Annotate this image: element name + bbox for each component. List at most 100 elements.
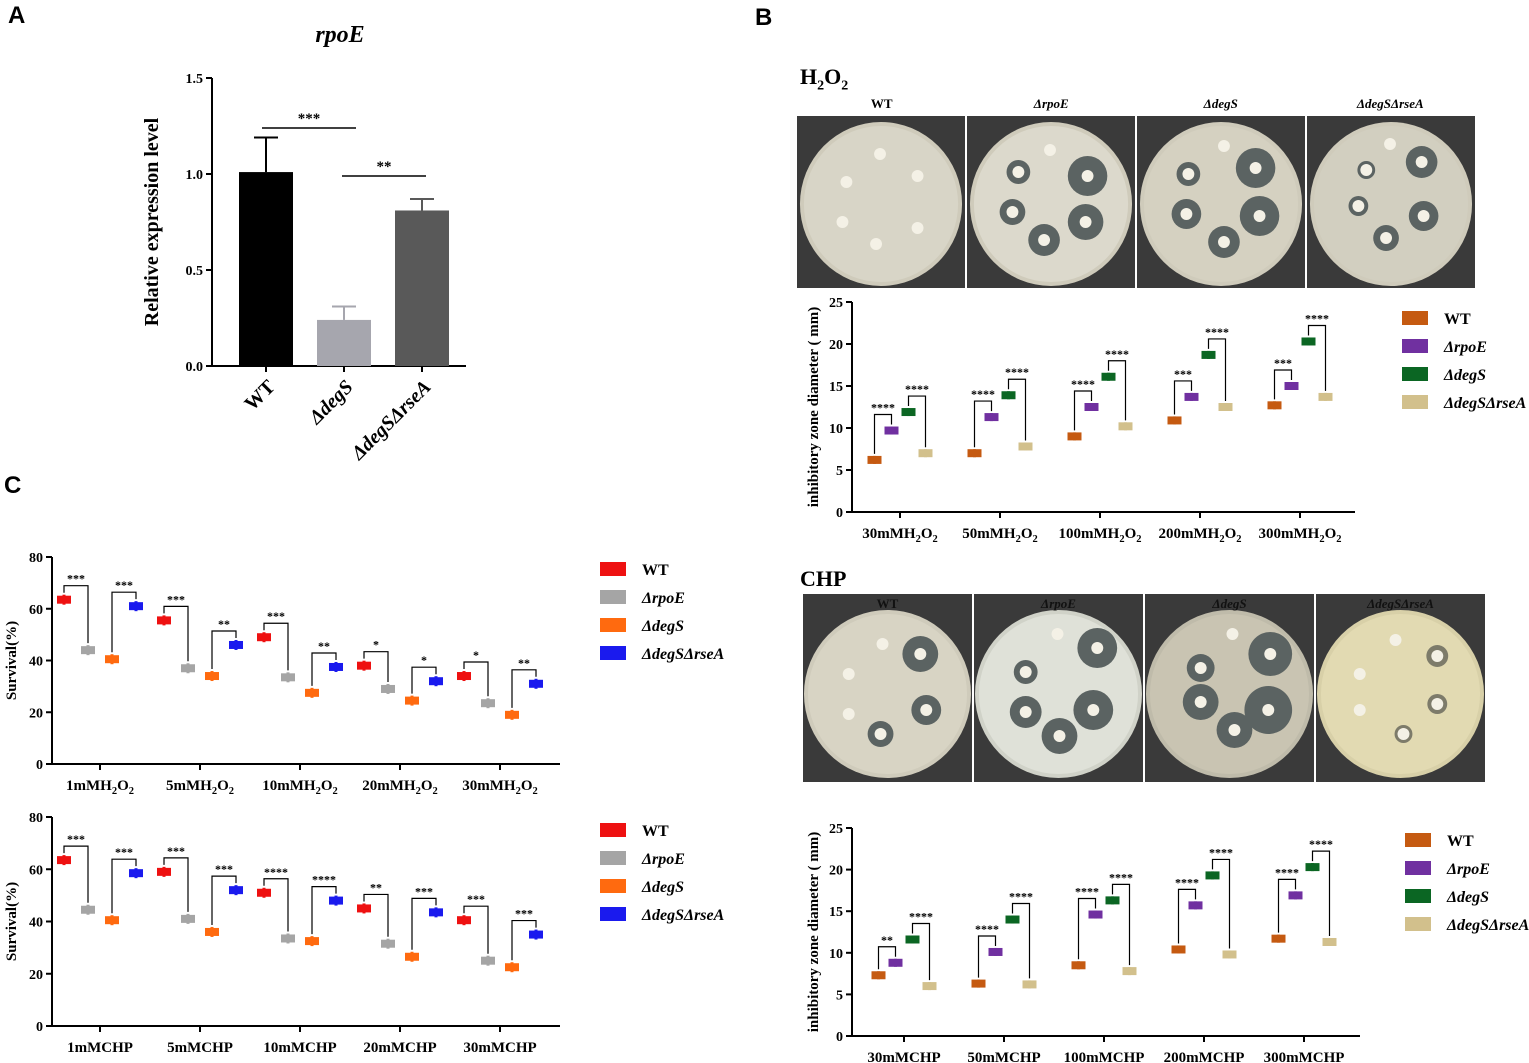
B_CHP-point	[1322, 937, 1337, 946]
C_H2O2-y-tick-label: 20	[29, 706, 43, 721]
B_CHP-x-label: 50mMCHP	[967, 1050, 1040, 1063]
C_H2O2-point	[457, 672, 471, 681]
B_H2O2-point	[884, 426, 899, 435]
B_H2O2-sig-bracket	[1307, 324, 1327, 391]
C_CHP-sig-bracket	[511, 919, 537, 961]
B_CHP-sig-label: ****	[1109, 870, 1133, 884]
B_CHP-sig-bracket	[1077, 897, 1097, 960]
B_CHP-sig-label: ****	[1275, 865, 1299, 879]
B_H2O2-point	[1067, 432, 1082, 441]
B_H2O2-x-label: 100mMH2O2	[1059, 526, 1142, 545]
B_H2O2-point	[967, 449, 982, 458]
B_H2O2-sig-label: ****	[1005, 365, 1029, 379]
C_H2O2-x-label: 30mMH2O2	[462, 778, 538, 797]
C_H2O2-sig-bracket	[163, 605, 189, 662]
B_CHP-point	[988, 947, 1003, 956]
B_CHP-point	[1088, 910, 1103, 919]
C_CHP-y-tick-label: 20	[29, 968, 43, 983]
C_H2O2-sig-bracket	[363, 651, 389, 682]
C_CHP-point	[429, 908, 443, 917]
C_CHP-legend-label: ΔdegS	[641, 879, 684, 896]
chart-a-title: rpoE	[315, 22, 364, 48]
B_CHP-y-tick-label: 0	[836, 1030, 843, 1045]
B_CHP-point	[1205, 871, 1220, 880]
B_CHP-legend-swatch	[1405, 889, 1431, 903]
C_CHP-sig-bracket	[411, 897, 437, 950]
plate-image	[1309, 122, 1473, 286]
C_H2O2-point	[357, 661, 371, 670]
B_H2O2-point	[1084, 403, 1099, 411]
C_CHP-point	[329, 896, 343, 905]
C_CHP-x-label: 30mMCHP	[463, 1040, 536, 1056]
C_H2O2-ylabel: Survival(%)	[4, 621, 20, 700]
C_H2O2-point	[405, 696, 419, 705]
plate-label-degsrsea: ΔdegSΔrseA	[1356, 96, 1424, 111]
B_CHP-y-tick-label: 25	[829, 822, 843, 837]
C_H2O2-y-tick-label: 0	[36, 758, 43, 773]
B_CHP-x-label: 300mMCHP	[1264, 1050, 1345, 1063]
B_H2O2-x-label: 30mMH2O2	[862, 526, 938, 545]
C_CHP-sig-label: **	[370, 880, 382, 894]
C_CHP-legend-label: ΔrpoE	[641, 851, 685, 868]
C_H2O2-point	[281, 673, 295, 682]
B_CHP-point	[1005, 915, 1020, 924]
C_CHP-point	[481, 956, 495, 965]
B_CHP-legend-swatch	[1405, 833, 1431, 847]
h2o2-heading: H2O2	[800, 64, 848, 94]
C_H2O2-sig-bracket	[111, 591, 137, 653]
B_CHP-sig-bracket	[877, 946, 897, 970]
plate-photo-rpoe	[967, 116, 1137, 288]
h2o2-plate-labels: WT ΔrpoE ΔdegS ΔdegSΔrseA	[797, 96, 1475, 116]
B_H2O2-point	[867, 455, 882, 464]
B_CHP-y-tick-label: 15	[829, 905, 843, 920]
C_H2O2-x-label: 1mMH2O2	[66, 778, 134, 797]
B_H2O2-y-tick-label: 15	[829, 380, 843, 395]
C_CHP-ylabel: Survival(%)	[4, 882, 20, 961]
B_H2O2-point	[1318, 392, 1333, 401]
plate-image	[969, 122, 1133, 286]
B_CHP-legend-swatch	[1405, 917, 1431, 931]
B_CHP-x-label: 100mMCHP	[1064, 1050, 1145, 1063]
plate-image	[1145, 610, 1314, 778]
C_CHP-sig-bracket	[211, 875, 237, 925]
C_H2O2-legend-label: ΔrpoE	[641, 590, 685, 607]
chart-a-sig-label: **	[377, 159, 392, 175]
B_CHP-sig-label: ****	[975, 922, 999, 936]
C_H2O2-sig-label: ***	[67, 572, 85, 586]
C_CHP-sig-label: ***	[515, 907, 533, 921]
C_CHP-point	[505, 963, 519, 972]
B_CHP-x-label: 200mMCHP	[1164, 1050, 1245, 1063]
C_H2O2-point	[305, 688, 319, 697]
C_H2O2-y-tick-label: 40	[29, 655, 43, 670]
B_H2O2-y-tick-label: 5	[836, 464, 843, 479]
plate-photo-degsrsea	[1307, 116, 1475, 288]
plate-label-degsrsea: ΔdegSΔrseA	[1367, 596, 1434, 611]
C_CHP-y-tick-label: 80	[29, 811, 43, 826]
C_H2O2-sig-label: ***	[115, 578, 133, 592]
h2o2-heading-o: O	[824, 64, 842, 89]
C_CHP-point	[81, 905, 95, 914]
B_H2O2-x-label: 50mMH2O2	[962, 526, 1038, 545]
B_CHP-point	[1305, 863, 1320, 872]
B_CHP-y-tick-label: 20	[829, 864, 843, 879]
B_CHP-sig-label: ****	[909, 909, 933, 923]
plate-photo-degs	[1137, 116, 1307, 288]
B_H2O2-sig-label: ****	[905, 382, 929, 396]
C_H2O2-point	[481, 699, 495, 708]
B_H2O2-y-tick-label: 20	[829, 338, 843, 353]
plate-image	[974, 610, 1143, 778]
h2o2-heading-sub2: 2	[841, 78, 849, 94]
B_H2O2-point	[1301, 337, 1316, 346]
chart-a-sig-label: ***	[298, 111, 321, 127]
B_H2O2-point	[1184, 392, 1199, 401]
B_CHP-y-tick-label: 5	[836, 988, 843, 1003]
C_H2O2-y-tick-label: 80	[29, 551, 43, 566]
chp-heading: CHP	[800, 566, 847, 591]
C_H2O2-sig-bracket	[211, 630, 237, 670]
plate-image	[1139, 122, 1303, 286]
B_H2O2-sig-label: ****	[1105, 347, 1129, 361]
chart-a-ylabel: Relative expression level	[141, 117, 163, 326]
B_CHP-sig-bracket	[911, 922, 931, 981]
plate-label-rpoe: ΔrpoE	[1033, 96, 1069, 111]
B_H2O2-sig-bracket	[1207, 338, 1227, 401]
